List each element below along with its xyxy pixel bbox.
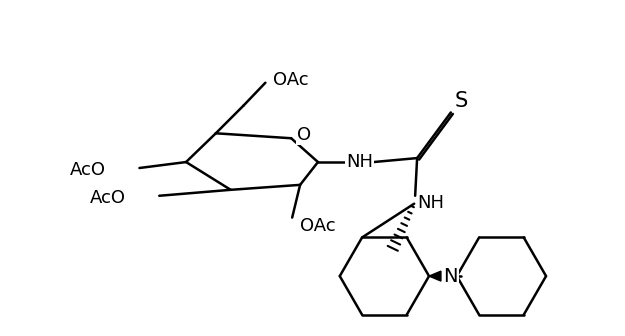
Text: S: S [454, 91, 468, 111]
Text: AcO: AcO [70, 161, 106, 179]
Text: O: O [297, 126, 311, 144]
Text: NH: NH [346, 153, 373, 171]
Text: AcO: AcO [89, 189, 126, 207]
Polygon shape [429, 271, 441, 281]
Text: N: N [444, 266, 458, 286]
Text: NH: NH [418, 194, 444, 212]
Text: OAc: OAc [300, 216, 336, 235]
Text: OAc: OAc [273, 71, 309, 89]
